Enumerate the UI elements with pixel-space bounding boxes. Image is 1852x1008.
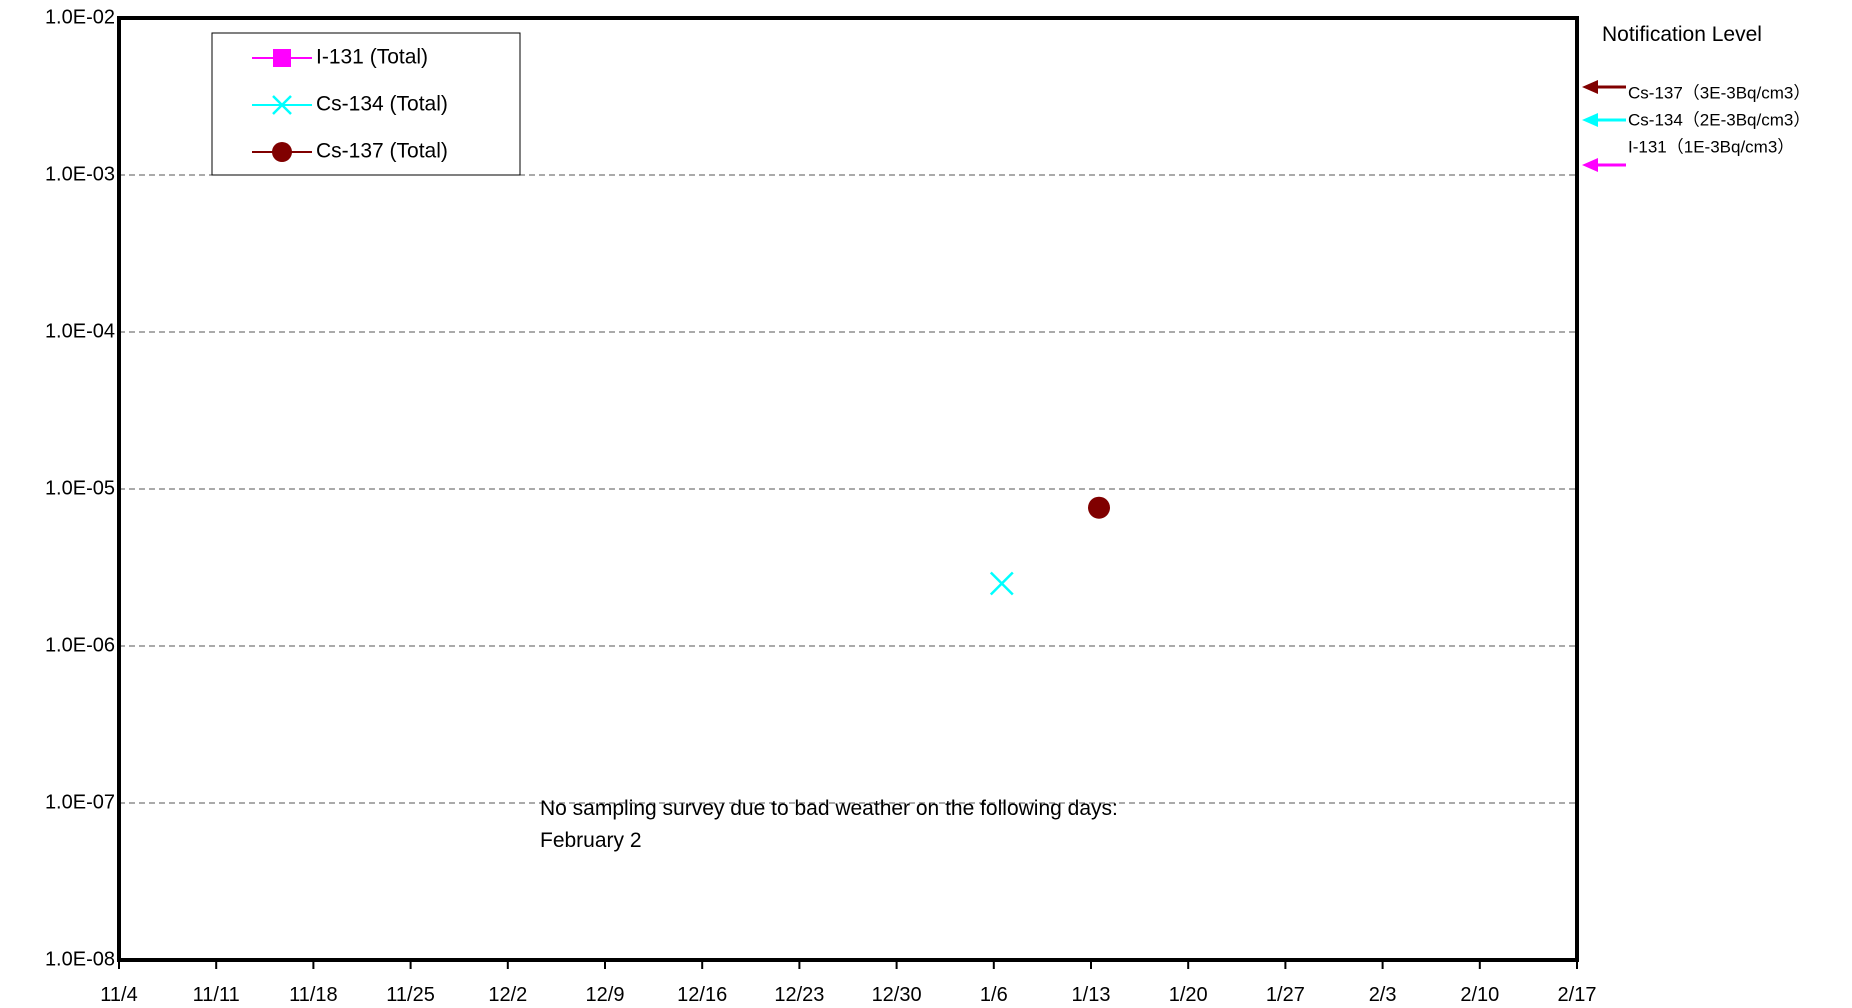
notification-arrowhead bbox=[1582, 158, 1598, 172]
notification-arrowhead bbox=[1582, 80, 1598, 94]
x-tick-label: 1/27 bbox=[1266, 984, 1305, 1006]
x-tick-label: 1/20 bbox=[1169, 984, 1208, 1006]
data-point bbox=[1088, 496, 1110, 519]
x-tick-label: 1/6 bbox=[980, 984, 1008, 1006]
x-tick-label: 2/17 bbox=[1558, 984, 1597, 1006]
legend-entry: Cs-137 (Total) bbox=[252, 140, 448, 163]
y-tick-label: 1.0E-03 bbox=[45, 163, 115, 185]
legend-marker bbox=[272, 95, 292, 115]
notification-levels: Notification Level Cs-137（3E-3Bq/cm3） Cs-… bbox=[1582, 23, 1810, 172]
x-axis-ticks: 11/4 11/11 11/18 11/25 12/2 12/9 12/16 12/23 12/… bbox=[100, 960, 1596, 1006]
y-tick-label: 1.0E-02 bbox=[45, 6, 115, 28]
notification-arrowhead bbox=[1582, 113, 1598, 127]
notification-label: I-131（1E-3Bq/cm3） bbox=[1628, 137, 1794, 156]
legend-marker bbox=[272, 142, 292, 162]
x-tick-label: 1/13 bbox=[1072, 984, 1111, 1006]
x-tick-label: 12/2 bbox=[488, 984, 527, 1006]
y-axis-ticks: 1.0E-08 1.0E-07 1.0E-06 1.0E-05 1.0E-04 1.0E-… bbox=[45, 6, 115, 970]
y-tick-label: 1.0E-08 bbox=[45, 948, 115, 970]
legend-label: Cs-134 (Total) bbox=[316, 93, 448, 116]
notification-label: Cs-134（2E-3Bq/cm3） bbox=[1628, 110, 1810, 129]
legend-label: I-131 (Total) bbox=[316, 46, 428, 69]
annotation: No sampling survey due to bad weather on… bbox=[540, 797, 1118, 852]
grid-lines bbox=[119, 174, 1577, 804]
x-tick-label: 11/11 bbox=[193, 984, 240, 1006]
data-point bbox=[989, 571, 1014, 596]
y-tick-label: 1.0E-05 bbox=[45, 477, 115, 499]
x-tick-label: 2/3 bbox=[1369, 984, 1397, 1006]
data-points bbox=[989, 496, 1110, 596]
notification-title: Notification Level bbox=[1602, 23, 1762, 46]
x-tick-label: 11/18 bbox=[289, 984, 338, 1006]
legend-label: Cs-137 (Total) bbox=[316, 140, 448, 163]
x-tick-label: 11/4 bbox=[100, 984, 137, 1006]
legend-entry: Cs-134 (Total) bbox=[252, 93, 448, 116]
x-tick-label: 12/16 bbox=[677, 984, 727, 1006]
x-tick-label: 11/25 bbox=[386, 984, 435, 1006]
notification-label: Cs-137（3E-3Bq/cm3） bbox=[1628, 83, 1810, 102]
legend-entry: I-131 (Total) bbox=[252, 46, 428, 69]
legend-marker bbox=[273, 49, 291, 67]
notification-level: Cs-134（2E-3Bq/cm3） bbox=[1582, 110, 1810, 129]
x-tick-label: 12/9 bbox=[586, 984, 625, 1006]
annotation-line-2: February 2 bbox=[540, 829, 642, 852]
plot-frame bbox=[117, 16, 1579, 962]
y-tick-label: 1.0E-06 bbox=[45, 634, 115, 656]
y-tick-label: 1.0E-07 bbox=[45, 791, 115, 813]
notification-level: Cs-137（3E-3Bq/cm3） bbox=[1582, 80, 1810, 102]
x-tick-label: 2/10 bbox=[1460, 984, 1499, 1006]
y-tick-label: 1.0E-04 bbox=[45, 320, 115, 342]
annotation-line-1: No sampling survey due to bad weather on… bbox=[540, 797, 1118, 820]
legend: I-131 (Total) Cs-134 (Total) Cs-137 (Total… bbox=[211, 32, 521, 176]
notification-level: I-131（1E-3Bq/cm3） bbox=[1582, 137, 1794, 172]
x-tick-label: 12/30 bbox=[872, 984, 922, 1006]
x-tick-label: 12/23 bbox=[774, 984, 824, 1006]
